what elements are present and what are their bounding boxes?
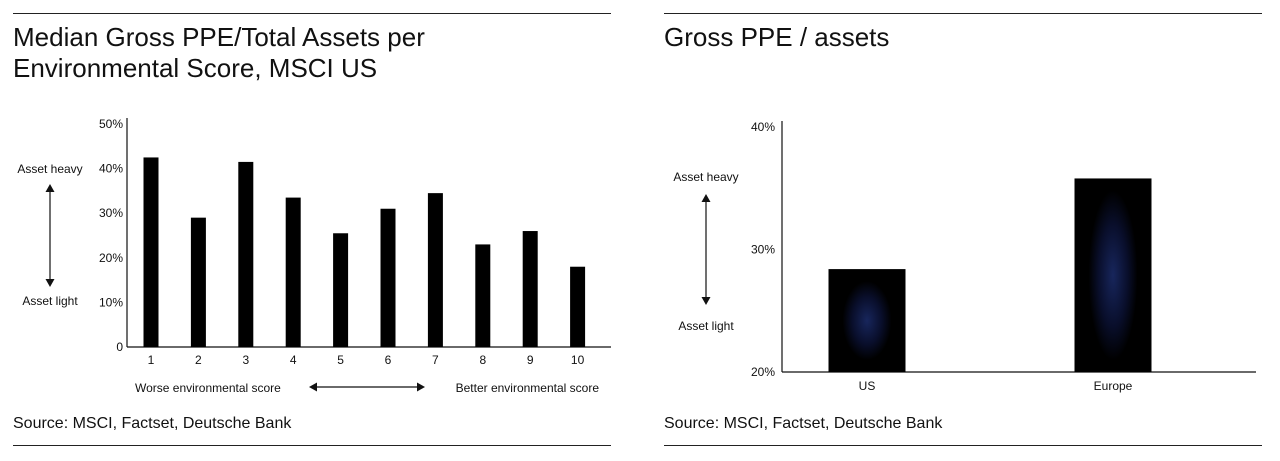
bar <box>190 217 206 347</box>
x-tick-label: 2 <box>195 353 202 367</box>
y-tick-label: 30% <box>99 206 123 220</box>
annotation-asset-light: Asset light <box>22 294 78 308</box>
chart-title-line-1: Median Gross PPE/Total Assets per <box>13 22 425 52</box>
x-tick-label: Europe <box>1094 379 1133 393</box>
annotation-asset-heavy: Asset heavy <box>673 170 738 184</box>
bar-chart-environmental-score: 0 10% 20% 30% 40% 50% 1 2 3 4 5 6 7 8 9 10 Asset heavy As… <box>17 117 611 395</box>
y-tick-label: 20% <box>751 365 775 379</box>
annotation-asset-heavy: Asset heavy <box>17 162 82 176</box>
bar-highlight <box>842 281 892 360</box>
x-tick-label: 4 <box>290 353 297 367</box>
top-rule <box>13 13 611 14</box>
bar <box>238 161 254 347</box>
arrow-up-icon <box>45 184 55 192</box>
y-tick-label: 40% <box>99 162 123 176</box>
arrow-left-icon <box>309 382 317 392</box>
arrow-down-icon <box>45 279 55 287</box>
bottom-rule <box>664 445 1262 446</box>
x-tick-label: 8 <box>479 353 486 367</box>
top-rule <box>664 13 1262 14</box>
y-tick-label: 10% <box>99 295 123 309</box>
bottom-rule <box>13 445 611 446</box>
bar <box>380 208 396 347</box>
chart-title: Gross PPE / assets <box>664 22 890 52</box>
x-tick-label: 6 <box>385 353 392 367</box>
x-tick-label: 7 <box>432 353 439 367</box>
x-tick-label: 9 <box>527 353 534 367</box>
bar <box>333 233 349 347</box>
arrow-right-icon <box>417 382 425 392</box>
x-tick-label: 1 <box>148 353 155 367</box>
annotation-better-score: Better environmental score <box>456 381 600 395</box>
annotation-asset-light: Asset light <box>678 319 734 333</box>
bar <box>143 157 159 347</box>
y-tick-label: 30% <box>751 243 775 257</box>
source-note: Source: MSCI, Factset, Deutsche Bank <box>664 415 943 432</box>
bar <box>427 193 443 347</box>
source-note: Source: MSCI, Factset, Deutsche Bank <box>13 415 292 432</box>
arrow-down-icon <box>701 297 711 305</box>
bar <box>522 231 538 347</box>
y-tick-label: 20% <box>99 251 123 265</box>
bar <box>285 197 301 347</box>
bar <box>475 244 491 347</box>
arrow-up-icon <box>701 194 711 202</box>
bar-chart-region: 20% 30% 40% US Europe Asset heavy Asset light <box>673 120 1256 393</box>
y-tick-label: 50% <box>99 117 123 131</box>
y-tick-label: 0 <box>116 340 123 354</box>
bar-highlight <box>1088 190 1138 360</box>
annotation-worse-score: Worse environmental score <box>135 381 281 395</box>
x-tick-label: 3 <box>242 353 249 367</box>
x-tick-label: 5 <box>337 353 344 367</box>
y-tick-label: 40% <box>751 120 775 134</box>
left-chart-panel: Median Gross PPE/Total Assets per Enviro… <box>13 0 611 461</box>
x-tick-label: 10 <box>571 353 585 367</box>
chart-title: Median Gross PPE/Total Assets per Enviro… <box>13 22 611 84</box>
bar <box>570 266 586 347</box>
x-tick-label: US <box>859 379 876 393</box>
chart-title-line-2: Environmental Score, MSCI US <box>13 53 378 83</box>
right-chart-panel: Gross PPE / assets 20% 30% 40% US Europe Asse… <box>664 0 1262 461</box>
